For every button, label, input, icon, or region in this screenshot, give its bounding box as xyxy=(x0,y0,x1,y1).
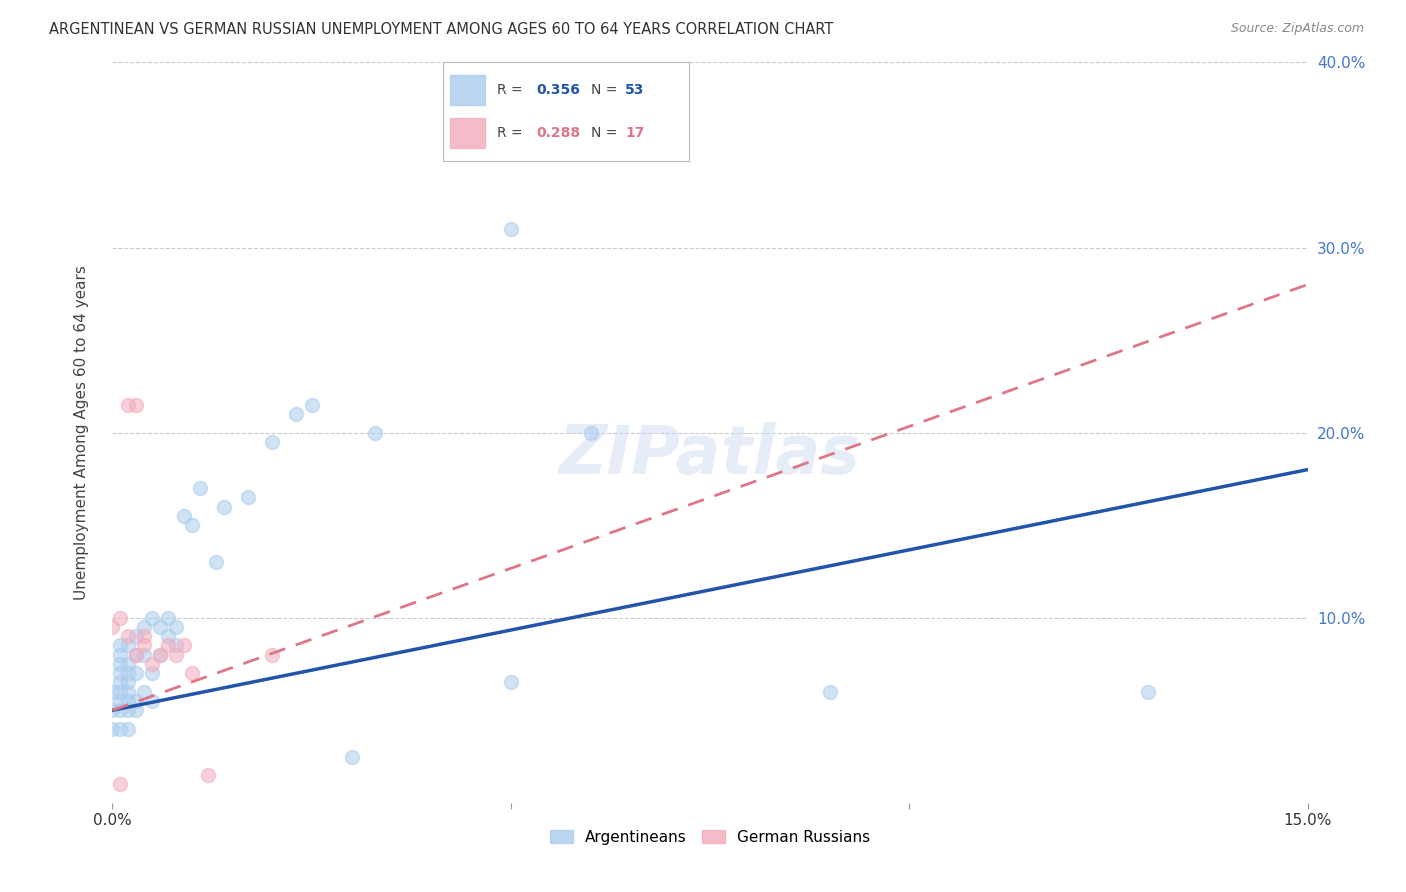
Point xyxy=(181,518,204,533)
Legend: Argentineans, German Russians: Argentineans, German Russians xyxy=(544,823,876,851)
Point xyxy=(125,648,148,662)
Point xyxy=(260,434,283,449)
Point xyxy=(117,398,139,412)
Point xyxy=(197,768,219,782)
Point xyxy=(110,722,132,736)
Point xyxy=(117,629,139,643)
Point xyxy=(149,648,172,662)
Point xyxy=(499,675,522,690)
Point xyxy=(125,666,148,681)
Point xyxy=(110,675,132,690)
Point xyxy=(101,620,124,634)
Point xyxy=(110,777,132,791)
Point xyxy=(101,685,124,699)
Point xyxy=(181,666,204,681)
Point xyxy=(110,610,132,624)
Text: N =: N = xyxy=(591,126,621,140)
Text: Source: ZipAtlas.com: Source: ZipAtlas.com xyxy=(1230,22,1364,36)
Text: N =: N = xyxy=(591,83,621,97)
Point xyxy=(149,648,172,662)
Point xyxy=(101,722,124,736)
Point xyxy=(117,703,139,717)
Point xyxy=(165,639,187,653)
Point xyxy=(117,675,139,690)
Point xyxy=(134,685,156,699)
Point xyxy=(260,648,283,662)
Text: ARGENTINEAN VS GERMAN RUSSIAN UNEMPLOYMENT AMONG AGES 60 TO 64 YEARS CORRELATION: ARGENTINEAN VS GERMAN RUSSIAN UNEMPLOYME… xyxy=(49,22,834,37)
Point xyxy=(1137,685,1160,699)
Point xyxy=(117,666,139,681)
Point xyxy=(499,222,522,236)
Point xyxy=(157,639,180,653)
Point xyxy=(125,703,148,717)
Point xyxy=(117,639,139,653)
Text: R =: R = xyxy=(498,126,527,140)
Point xyxy=(101,703,124,717)
Point xyxy=(579,425,602,440)
Point xyxy=(125,648,148,662)
Point xyxy=(110,648,132,662)
Point xyxy=(134,639,156,653)
Point xyxy=(117,722,139,736)
Point xyxy=(117,657,139,671)
Point xyxy=(117,685,139,699)
Point xyxy=(110,657,132,671)
Point xyxy=(134,620,156,634)
Point xyxy=(165,648,187,662)
Point xyxy=(134,629,156,643)
Point xyxy=(157,629,180,643)
Point xyxy=(157,610,180,624)
Point xyxy=(364,425,387,440)
Point xyxy=(125,694,148,708)
Text: 17: 17 xyxy=(624,126,644,140)
Point xyxy=(125,629,148,643)
Point xyxy=(173,508,195,523)
Point xyxy=(141,610,163,624)
Y-axis label: Unemployment Among Ages 60 to 64 years: Unemployment Among Ages 60 to 64 years xyxy=(75,265,89,600)
Point xyxy=(188,481,211,495)
Point xyxy=(165,620,187,634)
Point xyxy=(212,500,235,514)
Text: ZIPatlas: ZIPatlas xyxy=(560,422,860,488)
Point xyxy=(110,666,132,681)
Point xyxy=(141,666,163,681)
Point xyxy=(110,639,132,653)
Point xyxy=(117,694,139,708)
Point xyxy=(173,639,195,653)
Point xyxy=(134,648,156,662)
Text: 0.356: 0.356 xyxy=(537,83,581,97)
Text: 53: 53 xyxy=(624,83,644,97)
Point xyxy=(141,694,163,708)
Text: R =: R = xyxy=(498,83,527,97)
FancyBboxPatch shape xyxy=(450,119,485,148)
FancyBboxPatch shape xyxy=(450,75,485,104)
Point xyxy=(236,491,259,505)
Point xyxy=(340,749,363,764)
Point xyxy=(110,703,132,717)
Point xyxy=(125,398,148,412)
Point xyxy=(284,407,307,421)
Point xyxy=(110,685,132,699)
Point xyxy=(110,694,132,708)
Point xyxy=(818,685,841,699)
Point xyxy=(149,620,172,634)
Point xyxy=(301,398,323,412)
Point xyxy=(205,555,228,569)
Text: 0.288: 0.288 xyxy=(537,126,581,140)
Point xyxy=(141,657,163,671)
